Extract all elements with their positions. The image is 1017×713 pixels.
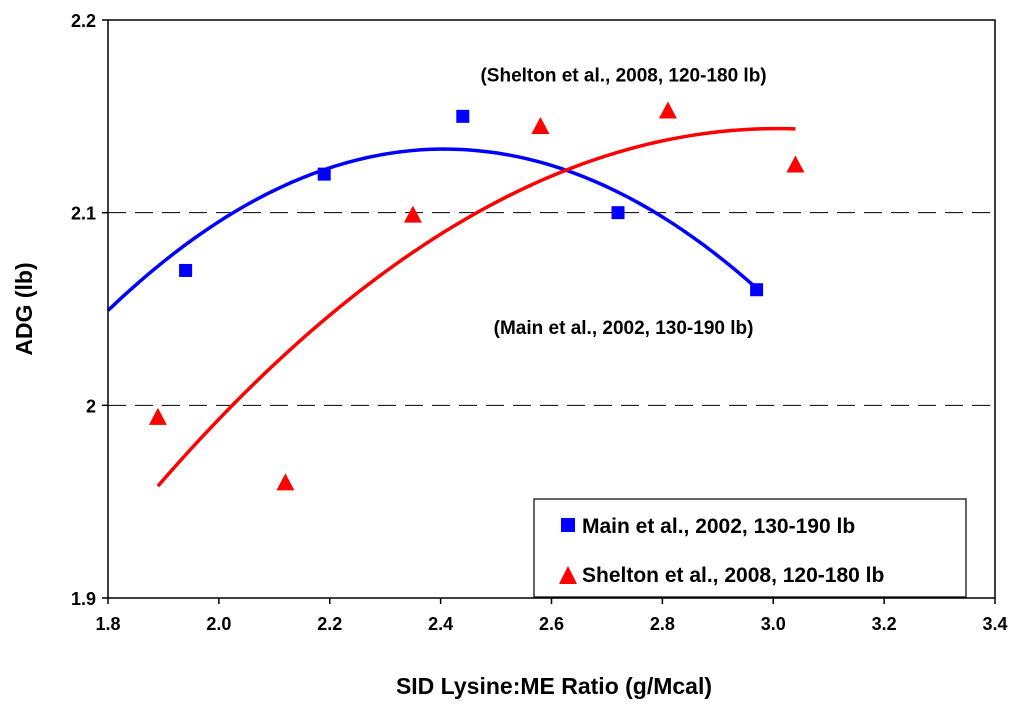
- point-series-1-5: [786, 155, 805, 173]
- y-axis-title: ADG (lb): [11, 262, 37, 355]
- point-series-1-0: [148, 407, 167, 425]
- annotations: (Shelton et al., 2008, 120-180 lb) (Main…: [480, 66, 766, 339]
- point-series-1-1: [276, 473, 295, 491]
- y-tick-label-2: 2.1: [71, 204, 96, 224]
- legend: Main et al., 2002, 130-190 lb Shelton et…: [533, 498, 967, 598]
- x-tick-label-3: 2.4: [428, 614, 453, 634]
- legend-label-shelton: Shelton et al., 2008, 120-180 lb: [582, 564, 884, 587]
- point-series-0-3: [611, 206, 625, 220]
- x-tick-label-5: 2.8: [650, 614, 675, 634]
- x-tick-label-7: 3.2: [872, 614, 897, 634]
- fit-curve-series-1: [156, 126, 796, 488]
- point-series-1-3: [531, 116, 550, 134]
- x-tick-label-1: 2.0: [206, 614, 231, 634]
- x-tick-label-8: 3.4: [982, 614, 1007, 634]
- fit-curves: [106, 126, 796, 488]
- fit-curve-series-0: [106, 147, 758, 312]
- x-tick-label-4: 2.6: [539, 614, 564, 634]
- point-series-0-0: [179, 263, 193, 277]
- legend-marker-main: [561, 518, 575, 532]
- point-series-1-2: [403, 205, 422, 223]
- point-series-0-1: [317, 167, 331, 181]
- x-tick-label-0: 1.8: [95, 614, 120, 634]
- data-markers: [148, 101, 805, 491]
- point-series-0-4: [750, 283, 764, 297]
- x-axis-title: SID Lysine:ME Ratio (g/Mcal): [396, 673, 712, 699]
- axis-ticks: 1.8 2.0 2.2 2.4 2.6 2.8 3.0 3.2 3.4 1.9 2 2.1 2.2: [71, 11, 1008, 634]
- y-tick-label-0: 1.9: [71, 589, 96, 609]
- x-tick-label-2: 2.2: [317, 614, 342, 634]
- annotation-main: (Main et al., 2002, 130-190 lb): [494, 318, 754, 339]
- legend-label-main: Main et al., 2002, 130-190 lb: [582, 515, 855, 538]
- grid-lines: [108, 212, 995, 406]
- point-series-0-2: [456, 109, 470, 123]
- legend-box: [533, 498, 967, 598]
- point-series-1-4: [658, 101, 677, 119]
- y-tick-label-3: 2.2: [71, 11, 96, 31]
- x-tick-label-6: 3.0: [761, 614, 786, 634]
- y-tick-label-1: 2: [86, 396, 96, 416]
- annotation-shelton: (Shelton et al., 2008, 120-180 lb): [480, 66, 766, 87]
- legend-marker-shelton: [559, 566, 577, 584]
